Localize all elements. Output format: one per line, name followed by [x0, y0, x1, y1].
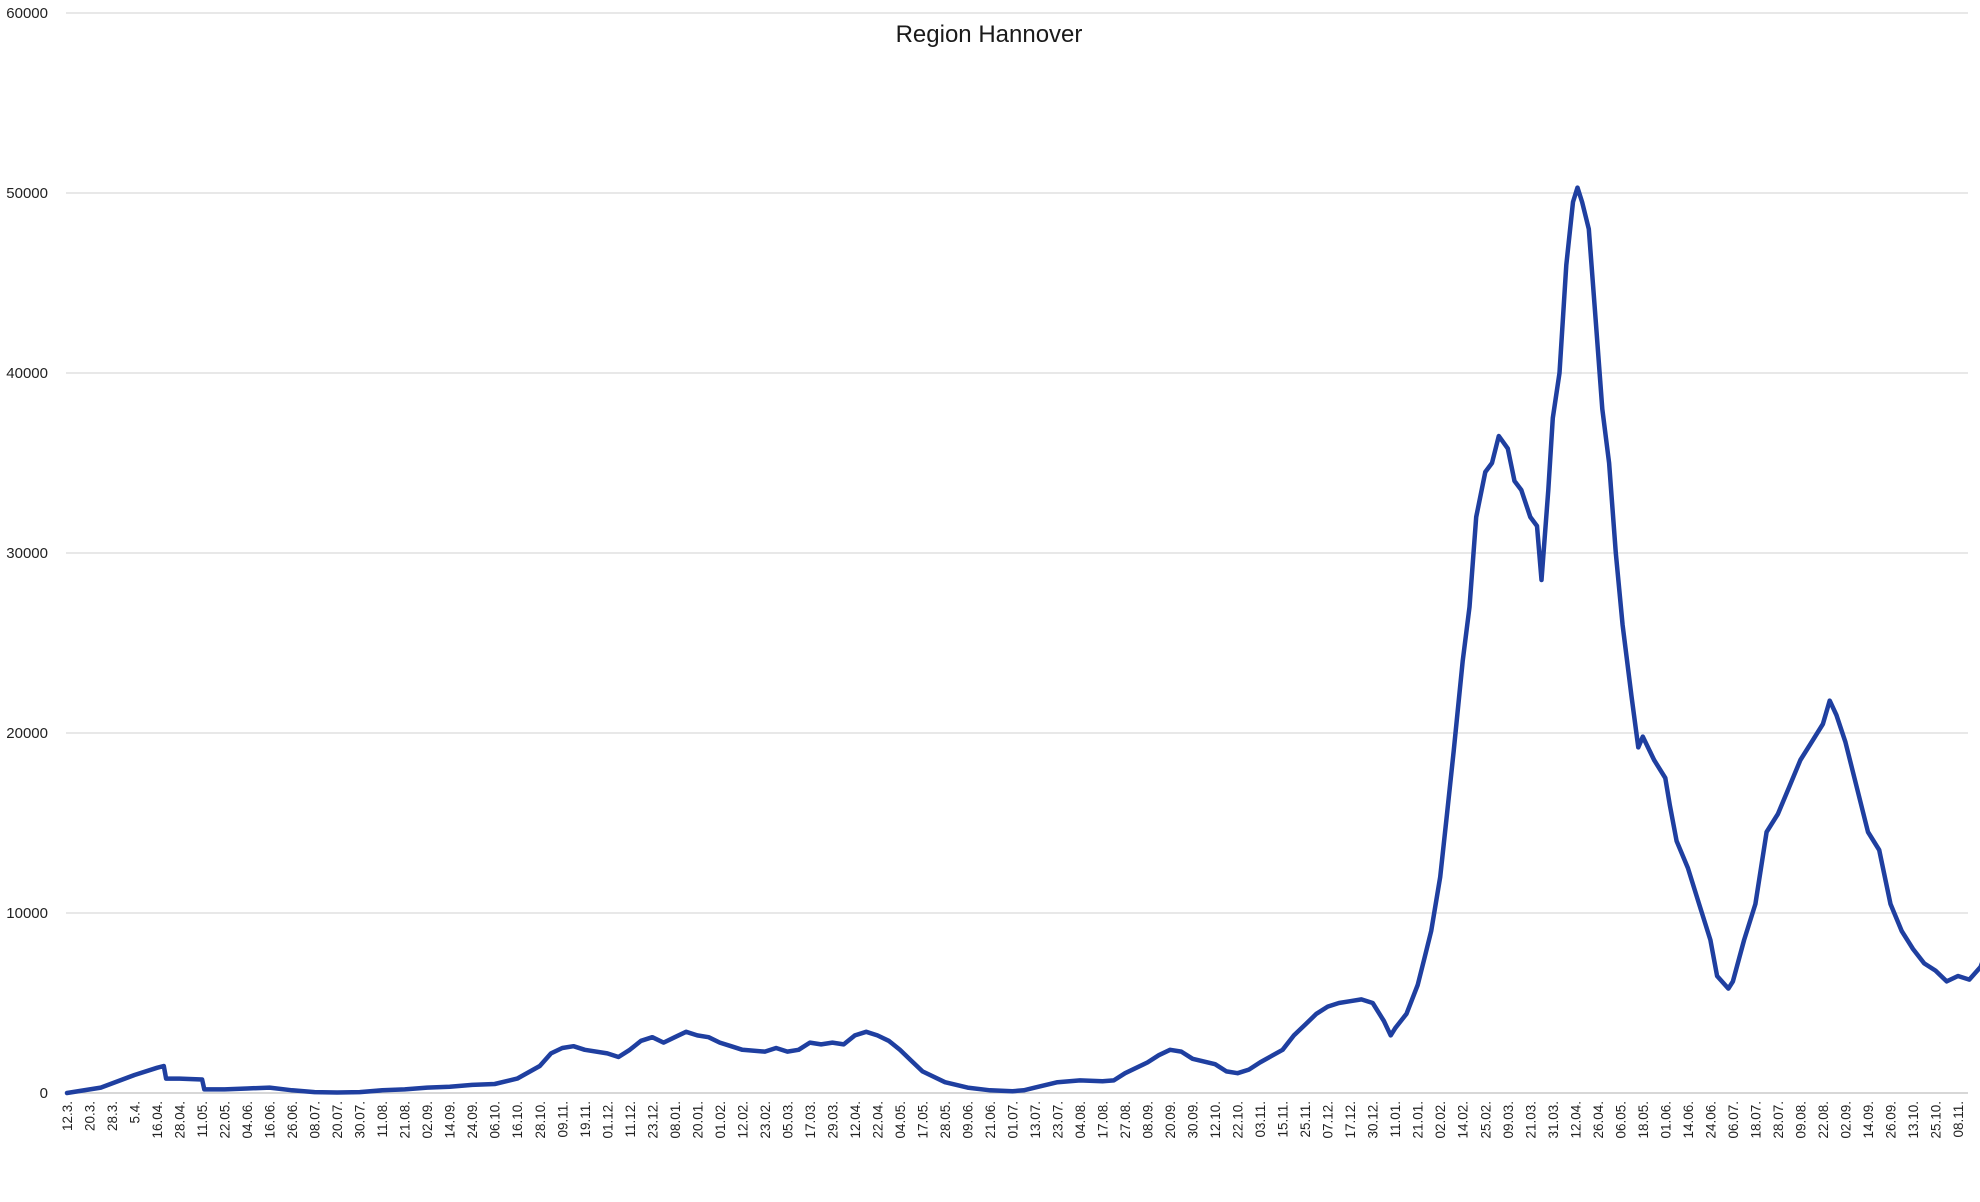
x-tick-label: 20.3.	[83, 1101, 98, 1131]
x-tick-label: 09.11.	[555, 1101, 570, 1138]
x-tick-label: 28.3.	[105, 1101, 120, 1131]
x-tick-label: 01.12.	[600, 1101, 615, 1139]
x-tick-label: 21.08.	[398, 1101, 413, 1139]
x-tick-label: 08.07.	[308, 1101, 323, 1139]
x-tick-label: 23.02.	[758, 1101, 773, 1139]
x-tick-label: 01.07.	[1006, 1101, 1021, 1139]
x-tick-label: 21.06.	[983, 1101, 998, 1139]
x-tick-label: 18.05.	[1636, 1101, 1651, 1139]
x-tick-label: 30.09.	[1186, 1101, 1201, 1139]
x-tick-label: 08.01.	[668, 1101, 683, 1139]
x-tick-label: 11.12.	[623, 1101, 638, 1138]
x-tick-label: 15.11.	[1276, 1101, 1291, 1138]
x-tick-label: 03.11.	[1253, 1101, 1268, 1138]
x-tick-label: 12.10.	[1208, 1101, 1223, 1139]
x-tick-label: 31.03.	[1546, 1101, 1561, 1139]
x-tick-label: 24.06.	[1703, 1101, 1718, 1139]
x-tick-label: 02.02.	[1433, 1101, 1448, 1139]
x-tick-label: 20.09.	[1163, 1101, 1178, 1139]
x-tick-label: 01.02.	[713, 1101, 728, 1139]
chart-title: Region Hannover	[896, 21, 1083, 48]
x-tick-label: 11.08.	[375, 1101, 390, 1138]
x-tick-label: 08.09.	[1141, 1101, 1156, 1139]
x-tick-label: 26.09.	[1883, 1101, 1898, 1139]
series-line	[64, 185, 1980, 1096]
x-tick-label: 12.04.	[1568, 1101, 1583, 1139]
x-tick-label: 04.08.	[1073, 1101, 1088, 1139]
x-tick-label: 09.03.	[1501, 1101, 1516, 1139]
x-tick-label: 11.01.	[1388, 1101, 1403, 1138]
y-tick-label: 60000	[6, 5, 48, 22]
x-tick-label: 14.09.	[443, 1101, 458, 1139]
x-tick-label: 28.05.	[938, 1101, 953, 1139]
x-tick-label: 12.04.	[848, 1101, 863, 1139]
x-tick-label: 13.10.	[1906, 1101, 1921, 1139]
x-tick-label: 22.08.	[1816, 1101, 1831, 1139]
x-tick-label: 08.11.	[1951, 1101, 1966, 1138]
x-tick-label: 22.10.	[1231, 1101, 1246, 1139]
y-tick-label: 20000	[6, 725, 48, 742]
x-tick-label: 11.05.	[195, 1101, 210, 1138]
x-tick-label: 09.06.	[960, 1101, 975, 1139]
x-tick-label: 17.12.	[1343, 1101, 1358, 1139]
y-tick-label: 40000	[6, 365, 48, 382]
x-tick-label: 28.10.	[533, 1101, 548, 1139]
x-tick-label: 06.07.	[1726, 1101, 1741, 1139]
x-tick-label: 25.11.	[1298, 1101, 1313, 1138]
x-axis-ticks: 12.3. 20.3. 28.3. 5.4. 16.04. 28.04. 11.05. 22.…	[60, 1101, 1966, 1139]
x-tick-label: 20.01.	[690, 1101, 705, 1139]
x-tick-label: 19.11.	[578, 1101, 593, 1138]
x-tick-label: 30.12.	[1366, 1101, 1381, 1139]
x-tick-label: 16.06.	[263, 1101, 278, 1139]
x-tick-label: 17.08.	[1096, 1101, 1111, 1139]
x-tick-label: 01.06.	[1658, 1101, 1673, 1139]
x-tick-label: 02.09.	[420, 1101, 435, 1139]
x-tick-label: 25.02.	[1478, 1101, 1493, 1139]
x-tick-label: 16.04.	[150, 1101, 165, 1139]
x-tick-label: 22.04.	[870, 1101, 885, 1139]
x-tick-label: 16.10.	[510, 1101, 525, 1139]
x-tick-label: 12.3.	[60, 1101, 75, 1131]
x-tick-label: 04.06.	[240, 1101, 255, 1139]
x-tick-label: 21.01.	[1411, 1101, 1426, 1139]
gridlines	[66, 12, 1968, 1094]
y-tick-label: 30000	[6, 545, 48, 562]
x-tick-label: 28.04.	[173, 1101, 188, 1139]
x-tick-label: 14.09.	[1861, 1101, 1876, 1139]
x-tick-label: 29.03.	[825, 1101, 840, 1139]
x-tick-label: 22.05.	[218, 1101, 233, 1139]
x-tick-label: 14.06.	[1681, 1101, 1696, 1139]
x-tick-label: 09.08.	[1793, 1101, 1808, 1139]
x-tick-label: 04.05.	[893, 1101, 908, 1139]
y-tick-label: 0	[40, 1085, 48, 1102]
x-tick-label: 05.03.	[780, 1101, 795, 1139]
x-tick-label: 12.02.	[735, 1101, 750, 1139]
x-tick-label: 02.09.	[1838, 1101, 1853, 1139]
y-tick-label: 50000	[6, 185, 48, 202]
x-tick-label: 23.07.	[1051, 1101, 1066, 1139]
x-tick-label: 26.04.	[1591, 1101, 1606, 1139]
x-tick-label: 30.07.	[353, 1101, 368, 1139]
x-tick-label: 18.07.	[1748, 1101, 1763, 1139]
x-tick-label: 20.07.	[330, 1101, 345, 1139]
x-tick-label: 17.05.	[915, 1101, 930, 1139]
x-tick-label: 24.09.	[465, 1101, 480, 1139]
y-axis-ticks: 0 10000 20000 30000 40000 50000 60000	[6, 5, 48, 1102]
x-tick-label: 06.10.	[488, 1101, 503, 1139]
x-tick-label: 28.07.	[1771, 1101, 1786, 1139]
x-tick-label: 21.03.	[1523, 1101, 1538, 1139]
x-tick-label: 14.02.	[1456, 1101, 1471, 1139]
x-tick-label: 26.06.	[285, 1101, 300, 1139]
x-tick-label: 07.12.	[1321, 1101, 1336, 1139]
x-tick-label: 17.03.	[803, 1101, 818, 1139]
x-tick-label: 27.08.	[1118, 1101, 1133, 1139]
x-tick-label: 25.10.	[1928, 1101, 1943, 1139]
x-tick-label: 5.4.	[128, 1101, 143, 1124]
x-tick-label: 23.12.	[645, 1101, 660, 1139]
x-tick-label: 13.07.	[1028, 1101, 1043, 1139]
y-tick-label: 10000	[6, 905, 48, 922]
x-tick-label: 06.05.	[1613, 1101, 1628, 1139]
